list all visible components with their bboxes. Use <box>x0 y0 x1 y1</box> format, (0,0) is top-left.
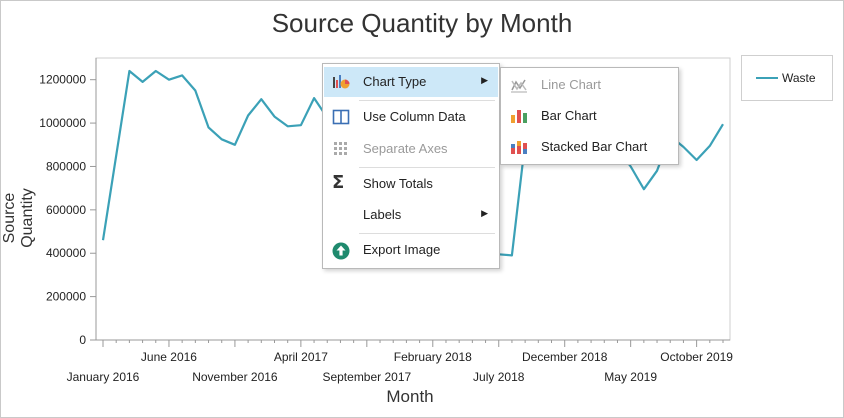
data-point <box>655 168 660 173</box>
menu-item-label: Bar Chart <box>541 108 597 123</box>
chart-type-icon <box>332 74 350 90</box>
menu-item-label: Separate Axes <box>363 141 448 156</box>
data-point <box>140 79 145 84</box>
y-tick-label: 600000 <box>46 203 86 217</box>
separate-axes-icon <box>332 141 350 157</box>
x-tick-label: July 2018 <box>473 370 525 384</box>
menu-item-label: Labels <box>363 207 402 222</box>
y-tick-label: 800000 <box>46 159 86 173</box>
submenu-arrow-icon: ▶ <box>481 75 488 85</box>
data-point <box>312 96 317 101</box>
y-tick-label: 1000000 <box>39 116 86 130</box>
data-point <box>180 73 185 78</box>
sigma-icon: Σ <box>332 172 345 193</box>
data-point <box>509 253 514 258</box>
menu-separator <box>359 233 495 234</box>
data-point <box>272 114 277 119</box>
data-point <box>127 69 132 74</box>
y-tick-label: 0 <box>79 333 86 347</box>
data-point <box>721 122 726 127</box>
data-point <box>232 142 237 147</box>
data-point <box>219 137 224 142</box>
menu-item-line-chart[interactable]: Line Chart <box>502 70 677 100</box>
data-point <box>193 88 198 93</box>
menu-item-stacked-bar-chart[interactable]: Stacked Bar Chart <box>502 132 677 162</box>
menu-separator <box>359 100 495 101</box>
data-point <box>681 144 686 149</box>
menu-item-label: Export Image <box>363 242 441 257</box>
y-tick-label: 400000 <box>46 246 86 260</box>
x-tick-label: November 2016 <box>192 370 278 384</box>
menu-item-label: Line Chart <box>541 77 601 92</box>
data-point <box>641 187 646 192</box>
x-tick-label: April 2017 <box>274 350 328 364</box>
export-image-icon <box>332 242 350 260</box>
data-point <box>259 97 264 102</box>
menu-item-bar-chart[interactable]: Bar Chart <box>502 101 677 131</box>
stacked-bar-chart-icon <box>510 139 528 155</box>
data-point <box>166 77 171 82</box>
data-point <box>114 153 119 158</box>
line-chart-icon <box>510 77 528 93</box>
data-point <box>206 125 211 130</box>
menu-item-label: Show Totals <box>363 176 433 191</box>
chart-title: Source Quantity by Month <box>271 8 573 38</box>
menu-item-label: Chart Type <box>363 74 427 89</box>
menu-separator <box>359 167 495 168</box>
y-tick-label: 1200000 <box>39 73 86 87</box>
data-point <box>246 113 251 118</box>
data-point <box>694 157 699 162</box>
x-tick-label: May 2019 <box>604 370 657 384</box>
legend-label-waste: Waste <box>782 71 816 85</box>
submenu-arrow-icon: ▶ <box>481 208 488 218</box>
x-tick-label: January 2016 <box>67 370 140 384</box>
column-data-icon <box>332 109 350 125</box>
x-axis-label: Month <box>386 387 434 406</box>
bar-chart-icon <box>510 108 528 124</box>
menu-item-use-column-data[interactable]: Use Column Data <box>324 102 498 132</box>
menu-item-chart-type[interactable]: Chart Type ▶ <box>324 67 498 97</box>
chart-type-submenu: Line Chart Bar Chart Stacked Bar Chart <box>500 67 679 165</box>
legend-swatch-waste <box>756 77 778 79</box>
data-point <box>707 143 712 148</box>
legend: Waste <box>741 55 833 101</box>
x-tick-label: December 2018 <box>522 350 608 364</box>
menu-item-label: Stacked Bar Chart <box>541 139 648 154</box>
data-point <box>285 124 290 129</box>
y-tick-label: 200000 <box>46 290 86 304</box>
menu-item-label: Use Column Data <box>363 109 466 124</box>
menu-item-labels[interactable]: Labels ▶ <box>324 200 498 230</box>
menu-item-separate-axes[interactable]: Separate Axes <box>324 134 498 164</box>
menu-item-show-totals[interactable]: Σ Show Totals <box>324 169 498 199</box>
x-tick-label: September 2017 <box>322 370 411 384</box>
x-tick-label: June 2016 <box>141 350 197 364</box>
context-menu: Chart Type ▶ Use Column Data Separate Ax… <box>322 63 500 269</box>
data-point <box>153 69 158 74</box>
x-tick-label: February 2018 <box>394 350 472 364</box>
data-point <box>298 123 303 128</box>
menu-item-export-image[interactable]: Export Image <box>324 235 498 265</box>
data-point <box>101 238 106 243</box>
x-tick-label: October 2019 <box>660 350 733 364</box>
